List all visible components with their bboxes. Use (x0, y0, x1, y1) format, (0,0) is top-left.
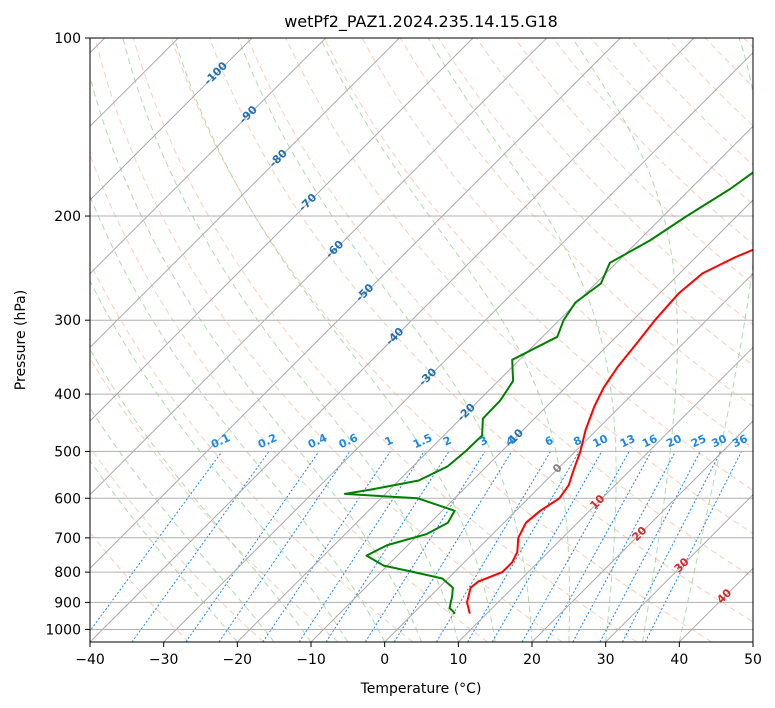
moist-adiabat-line (319, 38, 570, 642)
dry-adiabat-line (90, 357, 339, 642)
isotherm-line (90, 38, 548, 496)
isotherm-line (90, 38, 695, 642)
y-tick-label: 200 (54, 209, 81, 225)
mixing-ratio-line (572, 451, 676, 642)
mixing-ratio-label: 16 (640, 432, 660, 450)
y-tick-label: 800 (54, 565, 81, 581)
x-tick-label: 0 (380, 652, 389, 668)
moist-adiabat-line (427, 38, 617, 642)
x-tick-label: 10 (449, 652, 467, 668)
y-tick-label: 1000 (45, 622, 81, 638)
y-tick-label: 600 (54, 491, 81, 507)
mixing-ratio-line (393, 451, 513, 642)
mixing-ratio-label: 30 (710, 432, 730, 450)
dry-adiabat-line (285, 38, 753, 535)
dry-adiabat-line (170, 38, 712, 642)
isotherm-line (605, 493, 753, 642)
chart-title: wetPf2_PAZ1.2024.235.14.15.G18 (284, 12, 558, 32)
dry-adiabat-line (514, 38, 753, 285)
isotherm-line (163, 51, 753, 642)
x-tick-label: 40 (670, 652, 688, 668)
isotherm-line (90, 38, 400, 349)
x-tick-label: 30 (597, 652, 615, 668)
y-axis-label: Pressure (hPa) (13, 290, 29, 390)
moist-adiabat-line (90, 407, 275, 642)
dry-adiabat-line (247, 38, 753, 578)
temperature-profile-line (466, 248, 753, 614)
mixing-ratio-label: 10 (591, 432, 611, 450)
mixing-ratio-line (90, 451, 223, 632)
mixing-ratio-line (467, 451, 580, 642)
moist-adiabat-line (237, 38, 533, 642)
y-tick-label: 900 (54, 595, 81, 611)
dry-adiabat-line (90, 261, 414, 642)
y-tick-label: 300 (54, 313, 81, 329)
y-tick-label: 500 (54, 444, 81, 460)
y-tick-label: 100 (54, 31, 81, 47)
mixing-ratio-line (131, 451, 270, 642)
mixing-ratio-line (218, 451, 351, 642)
mixing-ratio-label: 36 (730, 432, 750, 450)
mixing-ratio-line (185, 451, 320, 642)
dry-adiabat-line (476, 38, 753, 326)
isotherm-line (90, 38, 253, 201)
y-tick-label: 700 (54, 531, 81, 547)
mixing-ratio-line (491, 451, 603, 642)
mixing-ratio-label: 20 (664, 432, 684, 450)
mixing-ratio-line (644, 451, 742, 642)
moist-adiabat-line (173, 38, 496, 642)
plot-frame (89, 37, 754, 643)
moist-adiabat-line (90, 459, 238, 642)
isotherm-line (90, 38, 474, 422)
mixing-ratio-line (521, 451, 630, 642)
mixing-ratio-label: 25 (689, 432, 708, 450)
moist-adiabat-line (571, 38, 678, 642)
dewpoint-profile-line (343, 171, 753, 615)
axes: −40 −30 −20 −10 0 10 20 30 40 50 100 200 300 400 500 60… (45, 31, 762, 668)
dry-adiabat-line (94, 38, 563, 642)
x-axis-label: Temperature (°C) (360, 681, 482, 697)
dry-adiabat-line (209, 38, 753, 623)
moist-adiabat-line (90, 194, 386, 642)
moist-adiabat-line (90, 74, 422, 642)
x-tick-label: 20 (523, 652, 541, 668)
mixing-ratio-line (325, 451, 450, 642)
moist-adiabat-line (678, 38, 753, 642)
mixing-ratio-line (435, 451, 552, 642)
x-tick-label: −20 (223, 652, 253, 668)
dry-adiabat-line (90, 446, 264, 642)
isotherm-line (531, 420, 753, 642)
y-tick-label: 400 (54, 387, 81, 403)
isotherm-line (384, 272, 753, 642)
isotherm-line (90, 38, 621, 570)
x-tick-label: −30 (149, 652, 179, 668)
isotherm-line (90, 38, 327, 275)
x-tick-label: −10 (296, 652, 326, 668)
dry-adiabat-line (132, 38, 638, 642)
x-tick-label: −40 (75, 652, 105, 668)
mixing-ratio-label: 13 (618, 432, 637, 450)
isotherm-line (310, 199, 753, 642)
isotherm-line (236, 125, 753, 642)
isotherm-line (457, 346, 753, 642)
x-tick-label: 50 (744, 652, 762, 668)
dry-adiabat-line (323, 38, 753, 492)
mixing-ratio-line (364, 451, 486, 642)
